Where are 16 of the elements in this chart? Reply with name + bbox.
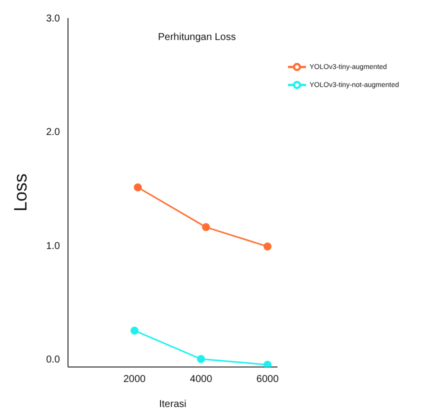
point	[197, 355, 206, 364]
point	[264, 360, 272, 367]
x-tick-label: 6000	[256, 374, 280, 386]
point	[202, 223, 210, 232]
point	[134, 183, 142, 192]
y-tick-label: 2.0	[46, 127, 60, 138]
x-axis-title: Iterasi	[159, 399, 186, 410]
point	[264, 242, 272, 250]
y-axis-title: Loss	[10, 173, 30, 212]
y-tick-label: 3.0	[46, 14, 60, 25]
x-tick-label: 2000	[123, 374, 146, 386]
text: Perhitungan Loss	[158, 32, 236, 43]
point	[130, 326, 139, 335]
y-tick-label: 0.0	[46, 354, 60, 366]
x-tick-label: 4000	[190, 374, 213, 386]
y-tick-label: 1.0	[46, 240, 60, 252]
